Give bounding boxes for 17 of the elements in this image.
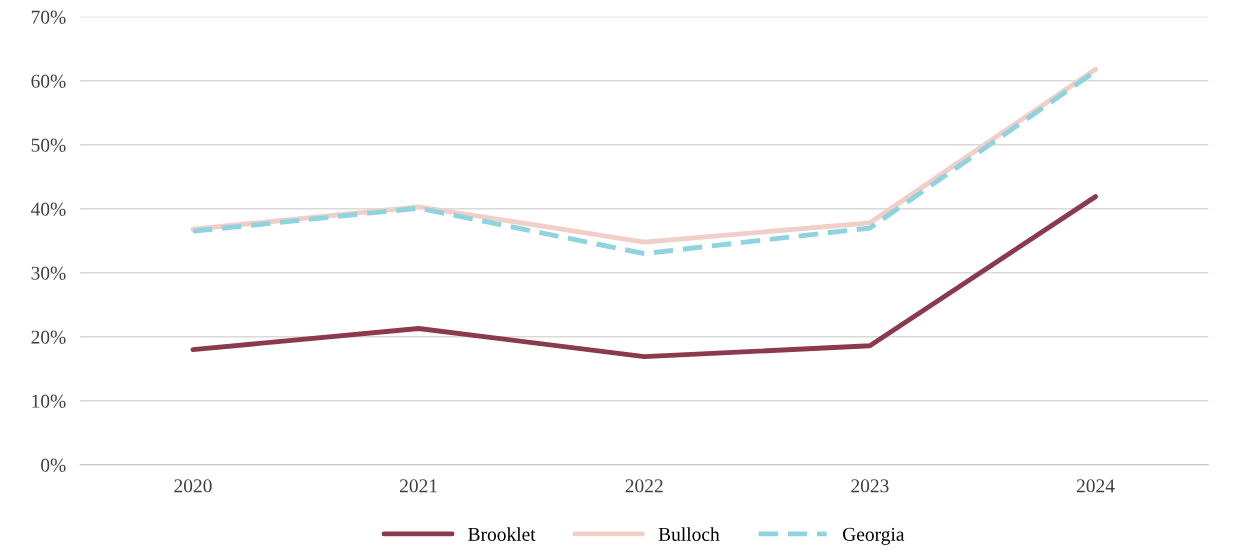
x-tick-label: 2020 xyxy=(174,479,212,493)
y-tick-label: 10% xyxy=(32,394,66,408)
legend-label: Bulloch xyxy=(658,527,720,541)
y-tick-label: 40% xyxy=(30,202,66,216)
line-series xyxy=(190,194,1098,360)
x-tick-label: 2022 xyxy=(625,479,663,493)
legend-label: Georgia xyxy=(843,527,905,545)
y-tick-label: 60% xyxy=(31,74,66,88)
legend-label: Brooklet xyxy=(468,527,536,541)
y-tick-label: 50% xyxy=(31,138,66,152)
x-tick-label: 2021 xyxy=(400,479,437,493)
y-tick-label: 0% xyxy=(41,458,66,472)
x-tick-label: 2024 xyxy=(1076,479,1115,493)
y-tick-label: 70% xyxy=(31,10,66,24)
x-tick-label: 2023 xyxy=(851,479,889,493)
y-tick-label: 30% xyxy=(31,266,66,280)
y-tick-label: 20% xyxy=(31,330,66,344)
